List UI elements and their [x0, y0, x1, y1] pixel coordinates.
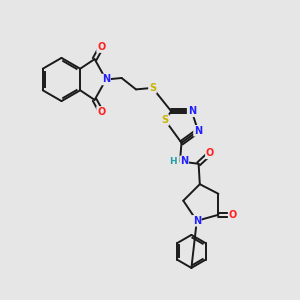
Text: O: O [97, 107, 105, 117]
Text: N: N [194, 126, 202, 136]
Text: N: N [180, 156, 188, 167]
Text: O: O [229, 210, 237, 220]
Text: O: O [206, 148, 214, 158]
Text: N: N [102, 74, 110, 85]
Text: N: N [188, 106, 196, 116]
Text: N: N [193, 216, 201, 226]
Text: S: S [149, 83, 156, 93]
Text: S: S [161, 115, 169, 125]
Text: O: O [97, 42, 105, 52]
Text: H: H [169, 157, 177, 166]
